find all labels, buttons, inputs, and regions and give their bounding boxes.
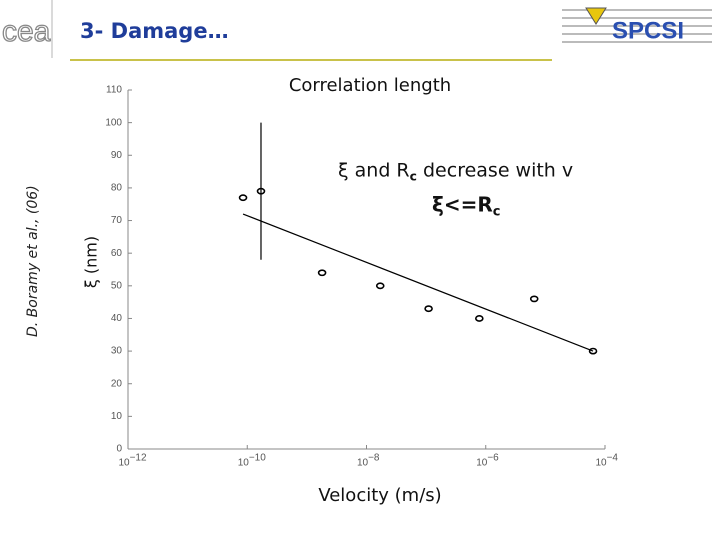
y-tick-label: 90 (111, 150, 123, 161)
annotation-subscript: c (493, 205, 501, 220)
annotation: decrease with v (417, 160, 573, 182)
data-point (475, 315, 484, 322)
logo-left: cea (2, 15, 51, 48)
y-tick-label: 20 (111, 378, 123, 389)
y-tick-label: 70 (111, 215, 123, 226)
data-point (375, 282, 385, 290)
x-tick-exponent: −10 (249, 453, 266, 464)
x-tick-exponent: −8 (368, 453, 380, 464)
y-tick-label: 60 (111, 248, 123, 259)
y-tick-label: 110 (106, 85, 122, 96)
x-tick-label: 10 (118, 458, 130, 469)
y-tick-label: 10 (111, 411, 123, 422)
logo-right-box (562, 7, 712, 43)
data-point (317, 269, 327, 277)
chart-title: Correlation length (289, 75, 451, 96)
x-tick-label: 10 (357, 458, 369, 469)
x-axis-label: Velocity (m/s) (318, 485, 441, 506)
data-point (529, 295, 539, 303)
logo-right: SPCSI (612, 17, 684, 44)
x-tick-label: 10 (595, 458, 607, 469)
x-tick-label: 10 (238, 458, 250, 469)
x-tick-exponent: −6 (487, 453, 499, 464)
x-tick-label: 10 (476, 458, 488, 469)
annotation: ξ and R (338, 160, 410, 182)
annotation-subscript: c (410, 170, 417, 184)
citation: D. Boramy et al., (06) (25, 185, 41, 337)
y-tick-label: 100 (105, 117, 122, 128)
y-tick-label: 30 (111, 346, 123, 357)
data-point (238, 194, 248, 202)
y-tick-label: 40 (111, 313, 123, 324)
slide-title: 3- Damage… (80, 19, 229, 43)
y-axis-label: ξ (nm) (82, 236, 101, 288)
y-tick-label: 0 (116, 444, 122, 455)
x-tick-exponent: −12 (130, 453, 147, 464)
y-tick-label: 50 (111, 280, 123, 291)
data-point (588, 347, 598, 355)
x-tick-exponent: −4 (607, 453, 619, 464)
annotation: ξ<=R (432, 193, 493, 217)
data-point (256, 187, 266, 195)
data-point (424, 305, 433, 313)
y-tick-label: 80 (111, 183, 123, 194)
fit-line (242, 213, 594, 352)
